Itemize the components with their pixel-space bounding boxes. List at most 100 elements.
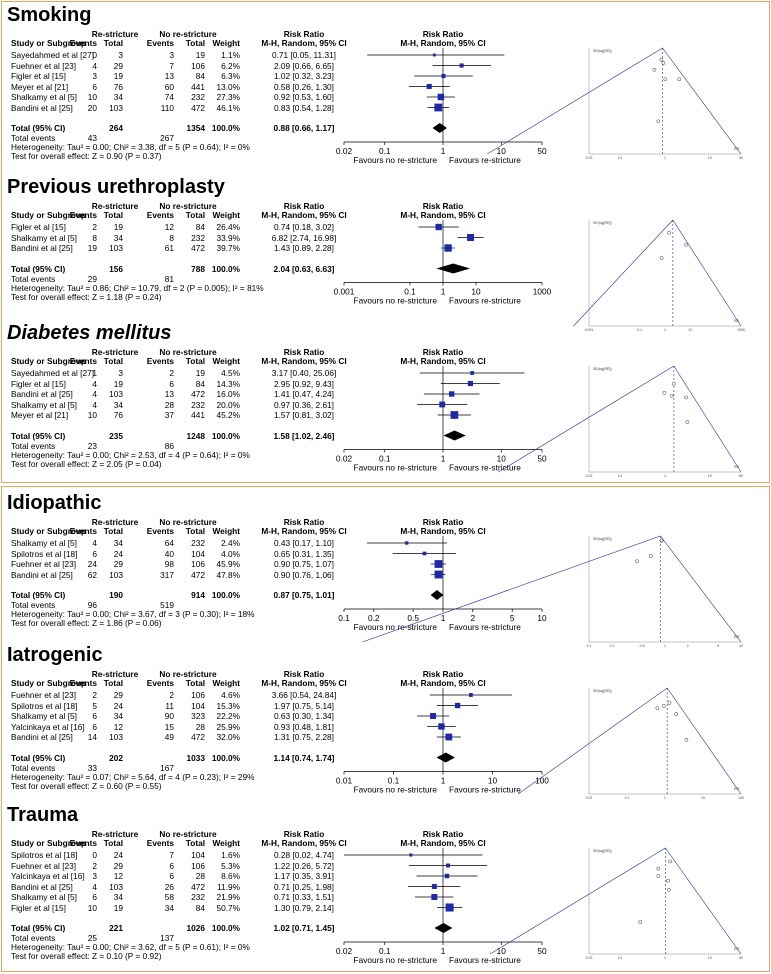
favours-left-label: Favours no re-stricture <box>354 463 438 473</box>
study-re-total: 29 <box>113 860 123 871</box>
col-header-rr-method: M-H, Random, 95% CI <box>261 356 347 366</box>
study-no-events: 6 <box>169 860 174 871</box>
col-header-no-events: Events <box>146 356 174 366</box>
x-tick-label: 1000 <box>533 287 552 297</box>
funnel-y-label: SE(log[RR]) <box>593 689 612 693</box>
study-re-events: 6 <box>92 548 97 559</box>
study-no-total: 106 <box>191 60 205 71</box>
panel-smoking: Smoking Re-stricture No re-stricture Risk R… <box>0 4 771 174</box>
col-header-rr-method-plot: M-H, Random, 95% CI <box>400 838 486 848</box>
favours-left-label: Favours no re-stricture <box>354 155 438 165</box>
study-weight: 1.1% <box>221 50 240 60</box>
col-header-no-events: Events <box>146 38 174 48</box>
study-re-total: 76 <box>113 410 123 420</box>
study-weight: 39.7% <box>216 243 240 253</box>
col-header-rr-method-plot: M-H, Random, 95% CI <box>400 526 486 536</box>
favours-left-label: Favours no re-stricture <box>354 785 438 795</box>
total-rr-ci: 1.58 [1.02, 2.46] <box>273 430 335 441</box>
study-no-total: 106 <box>191 690 205 700</box>
total-events-label: Total events <box>11 600 56 610</box>
study-point-box <box>434 560 443 568</box>
funnel-x-tick-label: 0.1 <box>625 796 630 800</box>
col-header-no-total: Total <box>185 678 205 688</box>
x-tick-label: 1 <box>441 946 446 956</box>
study-point-box <box>409 853 413 857</box>
study-re-events: 6 <box>92 81 97 92</box>
col-header-re-total: Total <box>103 210 123 220</box>
study-name: Fuehner et al [23] <box>11 860 77 871</box>
study-name: Figler et al [15] <box>11 71 66 81</box>
study-re-events: 2 <box>92 222 97 232</box>
study-point-box <box>445 733 453 741</box>
funnel-x-tick-label: 10 <box>708 474 712 478</box>
study-no-total: 84 <box>195 71 205 81</box>
funnel-study-point <box>684 737 689 742</box>
study-re-events: 10 <box>87 410 97 420</box>
risk-ratio-header-plot: Risk Ratio <box>422 347 464 357</box>
total-events-no: 81 <box>164 273 174 284</box>
study-re-events: 4 <box>92 60 97 71</box>
heterogeneity-text: Heterogeneity: Tau² = 0.00; Chi² = 3.38,… <box>11 142 250 152</box>
study-point-box <box>438 723 445 730</box>
study-rr-ci: 1.57 [0.81, 3.02] <box>274 410 334 420</box>
study-re-events: 4 <box>92 389 97 399</box>
x-tick-label: 0.1 <box>379 946 391 956</box>
study-no-events: 2 <box>169 368 174 378</box>
col-header-re-events: Events <box>69 356 97 366</box>
col-header-re-events: Events <box>69 210 97 220</box>
study-re-events: 24 <box>87 559 97 569</box>
funnel-x-tick-label: 10 <box>708 156 712 160</box>
study-re-total: 24 <box>113 700 123 711</box>
study-re-total: 12 <box>113 721 123 732</box>
study-rr-ci: 1.30 [0.79, 2.14] <box>274 902 334 913</box>
forest-plot: 0.1 0.2 0.5 1 2 5 10 Favours no re-stricture Fav… <box>338 536 547 632</box>
total-weight: 100.0% <box>211 923 240 933</box>
study-no-total: 441 <box>191 81 205 92</box>
study-point-box <box>467 380 473 387</box>
funnel-x-label: RR <box>734 147 740 151</box>
study-no-total: 232 <box>191 232 205 243</box>
study-point-box <box>434 103 443 112</box>
study-rr-ci: 0.71 [0.25, 1.98] <box>274 881 334 892</box>
study-no-events: 7 <box>169 850 174 860</box>
group-header-re-stricture: Re-stricture <box>91 201 139 211</box>
study-no-total: 472 <box>191 881 205 892</box>
col-header-rr-method: M-H, Random, 95% CI <box>261 838 347 848</box>
study-weight: 25.9% <box>216 721 240 732</box>
study-re-total: 34 <box>113 232 123 243</box>
col-header-weight: Weight <box>212 38 241 48</box>
total-rr-ci: 1.14 [0.74, 1.74] <box>273 752 335 763</box>
study-no-total: 19 <box>195 368 205 378</box>
pooled-diamond <box>436 752 455 763</box>
funnel-x-tick-label: 50 <box>739 474 743 478</box>
col-header-no-total: Total <box>185 210 205 220</box>
funnel-y-label: SE(log[RR]) <box>593 221 612 225</box>
study-point-box <box>405 541 409 545</box>
study-point-box <box>468 693 473 697</box>
col-header-re-total: Total <box>103 678 123 688</box>
forest-plot: 0.001 0.1 1 10 1000 Favours no re-stricture Fa… <box>334 220 552 306</box>
study-rr-ci: 1.43 [0.89, 2.28] <box>274 243 334 253</box>
study-name: Shalkamy et al [5] <box>11 232 77 243</box>
study-name: Sayedahmed et al [27] <box>11 50 95 60</box>
study-re-events: 6 <box>92 711 97 721</box>
risk-ratio-header-plot: Risk Ratio <box>422 201 464 211</box>
study-no-total: 104 <box>191 850 205 860</box>
study-re-total: 34 <box>113 92 123 102</box>
funnel-x-tick-label: 1000 <box>737 328 745 332</box>
study-point-box <box>432 53 436 57</box>
study-re-events: 10 <box>87 92 97 102</box>
funnel-y-label: SE(log[RR]) <box>593 537 612 541</box>
pooled-diamond <box>430 590 444 600</box>
study-rr-ci: 1.02 [0.32, 3.23] <box>274 71 334 81</box>
study-re-total: 3 <box>118 368 123 378</box>
study-name: Bandini et al [25] <box>11 732 73 742</box>
total-no-total: 1033 <box>186 752 205 763</box>
study-point-box <box>446 863 451 868</box>
study-rr-ci: 0.43 [0.17, 1.10] <box>274 538 334 548</box>
total-weight: 100.0% <box>211 752 240 763</box>
funnel-study-point <box>652 67 657 72</box>
funnel-study-point <box>677 77 682 82</box>
study-point-box <box>450 411 459 419</box>
funnel-study-point <box>656 874 661 878</box>
